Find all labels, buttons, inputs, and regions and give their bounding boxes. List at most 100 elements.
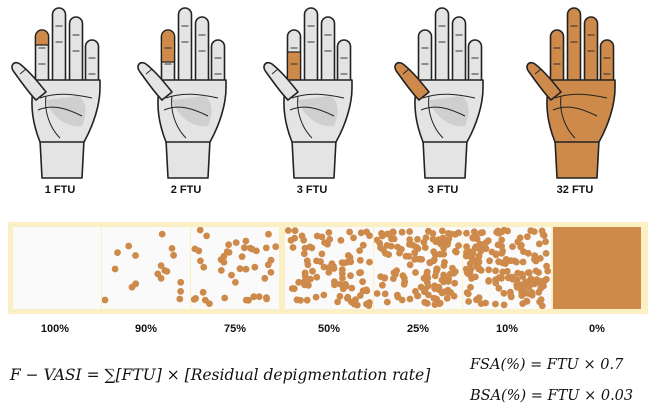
pigment-dot bbox=[267, 256, 275, 264]
pigment-dot bbox=[412, 269, 419, 276]
pigment-dot bbox=[158, 230, 166, 238]
pigment-dot bbox=[102, 296, 109, 304]
thumb bbox=[526, 61, 562, 101]
pigment-dot bbox=[396, 249, 403, 257]
thumb bbox=[394, 61, 430, 101]
pigment-dot bbox=[468, 253, 475, 261]
pigment-dot bbox=[405, 253, 413, 260]
pigment-dot bbox=[470, 228, 478, 236]
pigment-dot bbox=[359, 241, 367, 249]
pigment-dot bbox=[463, 289, 471, 297]
pigment-dot bbox=[432, 251, 439, 258]
swatch-25 bbox=[374, 227, 462, 309]
pigment-dot bbox=[379, 281, 386, 289]
pigment-dot bbox=[390, 275, 397, 282]
pigment-dot bbox=[414, 245, 422, 252]
pigment-dot bbox=[242, 296, 250, 304]
pigment-dot bbox=[383, 242, 391, 249]
pigment-dot bbox=[492, 251, 500, 259]
pigment-dot bbox=[382, 250, 389, 257]
bsa-formula: BSA(%) = FTU × 0.03 bbox=[470, 388, 634, 404]
pigment-dot bbox=[524, 233, 531, 241]
pigment-dot bbox=[353, 301, 361, 309]
pigment-dot bbox=[443, 294, 451, 302]
pigment-dot bbox=[381, 290, 389, 298]
pigment-dot bbox=[517, 283, 525, 290]
pigment-dot bbox=[406, 261, 414, 269]
pigment-dot bbox=[394, 293, 402, 301]
pigment-dot bbox=[498, 236, 506, 244]
pigment-dot bbox=[426, 259, 434, 266]
pigment-dot bbox=[508, 273, 515, 281]
pigment-dot bbox=[429, 230, 437, 237]
pigment-dot bbox=[236, 265, 244, 273]
swatch-75 bbox=[191, 227, 279, 309]
pigment-dot bbox=[495, 258, 502, 266]
swatch-0 bbox=[553, 227, 641, 309]
pigment-dot bbox=[301, 244, 309, 252]
pigment-dot bbox=[291, 234, 298, 242]
pigment-dot bbox=[469, 234, 477, 241]
pigment-dot bbox=[520, 248, 527, 255]
pigment-dot bbox=[342, 282, 350, 290]
pigment-dot bbox=[400, 274, 408, 282]
pigment-dot bbox=[253, 247, 260, 255]
pigment-dot bbox=[527, 275, 535, 283]
pigment-dot bbox=[474, 257, 482, 265]
pigment-dot bbox=[308, 244, 316, 252]
pigment-dot bbox=[325, 269, 333, 276]
pigment-dot bbox=[444, 288, 452, 296]
pigment-dot bbox=[499, 268, 507, 276]
pigment-dot bbox=[255, 293, 263, 301]
pigment-dot bbox=[492, 300, 499, 308]
pigment-dot bbox=[500, 289, 508, 297]
pigment-dot bbox=[386, 230, 394, 238]
pigment-dot bbox=[223, 248, 231, 255]
pigment-dot bbox=[409, 241, 417, 249]
pigment-dot bbox=[465, 298, 472, 305]
pigment-dot bbox=[477, 247, 485, 255]
pigment-dot bbox=[513, 276, 521, 284]
pigment-dot bbox=[344, 293, 352, 301]
pigment-dot bbox=[433, 265, 441, 273]
pigment-dot bbox=[356, 247, 363, 254]
pigment-dot bbox=[312, 293, 320, 301]
pigment-dot bbox=[537, 296, 545, 304]
pigment-dot bbox=[199, 288, 207, 296]
pigment-dot bbox=[336, 292, 344, 300]
pigment-dot bbox=[539, 231, 547, 238]
pigment-dot bbox=[290, 285, 298, 293]
pigment-dot bbox=[163, 267, 171, 275]
pigment-dot bbox=[300, 250, 308, 258]
pigment-dot bbox=[500, 301, 508, 309]
pigment-dot bbox=[326, 235, 334, 243]
pigment-dot bbox=[390, 235, 398, 243]
hand-4-ftu-label: 3 FTU bbox=[427, 184, 459, 196]
pigment-patch bbox=[34, 29, 50, 46]
pigment-dot bbox=[437, 240, 445, 248]
pigment-dot bbox=[467, 283, 474, 291]
pigment-dot bbox=[350, 234, 357, 242]
hand-2 bbox=[137, 7, 227, 179]
pigment-dot bbox=[251, 263, 259, 271]
pigment-dot bbox=[414, 292, 421, 300]
pigment-dot bbox=[542, 238, 549, 246]
pigment-dot bbox=[225, 241, 232, 249]
pigment-dot bbox=[535, 240, 543, 248]
pigment-dot bbox=[242, 237, 250, 245]
pigment-dot bbox=[217, 267, 225, 274]
pigment-dot bbox=[285, 227, 292, 234]
pigment-dot bbox=[507, 292, 515, 299]
pigment-dot bbox=[238, 253, 246, 260]
swatch-100 bbox=[13, 227, 101, 309]
swatch-100-label: 100% bbox=[40, 323, 70, 335]
pigment-dot bbox=[339, 274, 346, 282]
pigment-dot bbox=[291, 227, 299, 235]
pigment-dot bbox=[363, 300, 370, 308]
pigment-dot bbox=[348, 284, 356, 292]
swatch-75-label: 75% bbox=[223, 323, 247, 335]
hand-4 bbox=[394, 7, 484, 179]
pigment-dot bbox=[297, 296, 304, 304]
pigment-dot bbox=[132, 280, 140, 288]
pigment-dot bbox=[176, 295, 184, 303]
